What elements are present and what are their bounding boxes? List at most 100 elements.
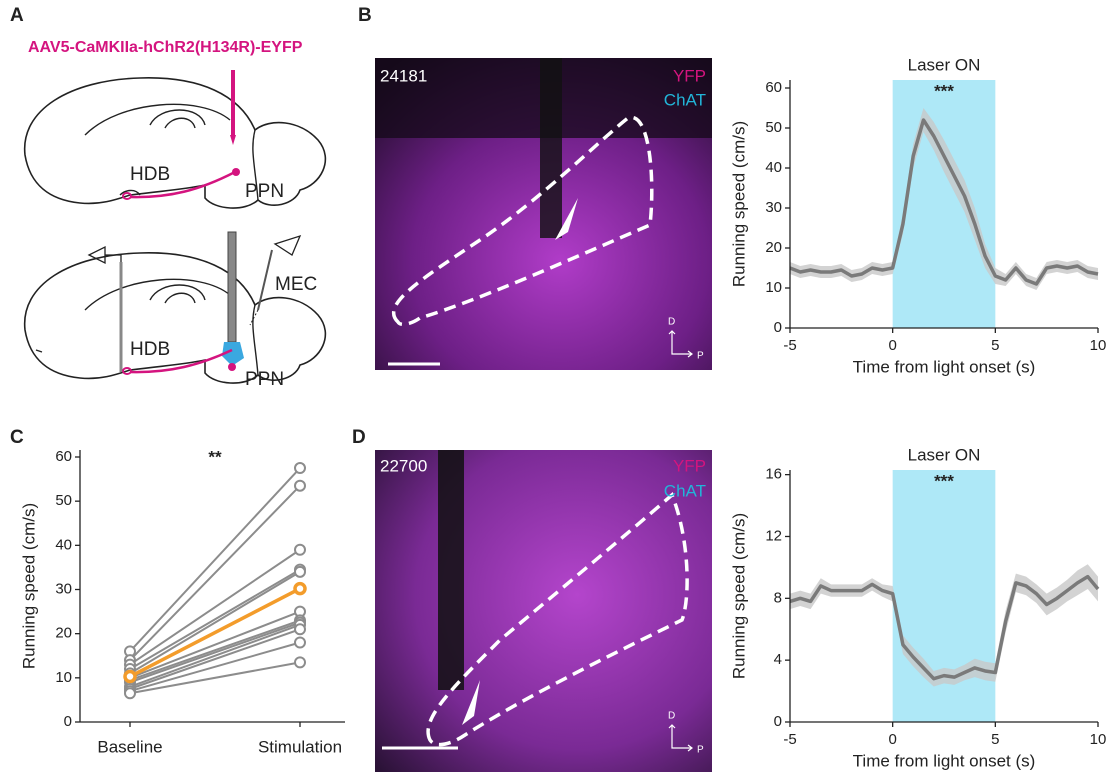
panel-label: C <box>10 427 24 448</box>
data-point <box>294 636 306 649</box>
hdb-site <box>122 192 132 200</box>
panel-label: B <box>358 5 372 26</box>
animal-id: 22700 <box>380 456 427 475</box>
data-point <box>294 565 306 578</box>
channel-label: YFP <box>673 456 706 475</box>
data-point <box>294 656 306 669</box>
annotation: *** <box>934 471 954 490</box>
region-label: PPN <box>245 181 284 202</box>
y-axis-label: Running speed (cm/s) <box>19 503 38 669</box>
region-label: HDB <box>130 164 170 185</box>
y-tick-label: 20 <box>55 625 72 642</box>
y-tick-label: 40 <box>55 536 72 553</box>
region-outline <box>391 115 654 327</box>
y-axis-label: Running speed (cm/s) <box>729 121 748 287</box>
electrode-connector <box>273 234 302 256</box>
region-label: MEC <box>275 274 317 295</box>
fiber-track <box>438 450 464 690</box>
mean-line <box>789 118 1099 286</box>
injection-site <box>232 168 240 176</box>
y-tick-label: 0 <box>774 319 782 336</box>
paired-line <box>129 548 301 666</box>
panel-label: A <box>10 5 24 26</box>
brain-folds <box>35 278 259 376</box>
x-tick-label: -5 <box>783 337 796 354</box>
ppn-site <box>228 363 236 371</box>
y-tick-label: 16 <box>765 466 782 483</box>
x-tick-label: -5 <box>783 731 796 748</box>
y-tick-label: 4 <box>774 651 782 668</box>
animal-id: 24181 <box>380 66 427 85</box>
orientation-label: D <box>668 711 675 722</box>
paired-line <box>129 610 301 679</box>
brain-folds <box>84 103 259 201</box>
x-tick-label: 0 <box>888 337 896 354</box>
brain-outline <box>23 77 327 209</box>
light-cone <box>222 342 244 366</box>
region-label: PPN <box>245 369 284 390</box>
x-tick-label: Baseline <box>97 737 162 756</box>
data-point <box>294 543 306 556</box>
paired-line <box>129 623 301 688</box>
tissue-image <box>375 450 712 772</box>
chart-title: Laser ON <box>908 445 981 464</box>
annotation: ** <box>208 447 222 466</box>
optic-fiber <box>231 70 235 135</box>
channel-label: ChAT <box>664 481 706 500</box>
y-tick-label: 50 <box>765 119 782 136</box>
paired-line <box>129 568 301 670</box>
y-tick-label: 60 <box>55 448 72 465</box>
micrograph: 24181 YFP ChAT D P <box>375 58 712 370</box>
paired-line <box>129 641 301 693</box>
y-tick-label: 10 <box>55 669 72 686</box>
x-tick-label: 10 <box>1090 731 1107 748</box>
annotation: *** <box>934 81 954 100</box>
x-tick-label: 10 <box>1090 337 1107 354</box>
paired-line <box>129 587 301 679</box>
arrowhead <box>555 198 578 240</box>
y-tick-label: 0 <box>774 713 782 730</box>
highlight <box>892 80 996 328</box>
y-tick-label: 30 <box>765 199 782 216</box>
data-point <box>294 479 306 492</box>
mec-tip <box>249 309 259 326</box>
paired-line <box>129 661 301 695</box>
probe <box>227 231 237 343</box>
channel-label: ChAT <box>664 90 706 109</box>
data-point <box>294 462 306 475</box>
hdb-site <box>122 367 132 375</box>
y-tick-label: 50 <box>55 492 72 509</box>
panel-label: D <box>352 427 366 448</box>
data-point <box>294 623 306 636</box>
x-tick-label: 5 <box>991 337 999 354</box>
y-tick-label: 20 <box>765 239 782 256</box>
y-tick-label: 30 <box>55 580 72 597</box>
x-tick-label: 5 <box>991 731 999 748</box>
y-tick-label: 8 <box>774 589 782 606</box>
electrode-connector <box>87 245 122 265</box>
mec-electrode <box>257 249 273 311</box>
mean-line <box>789 574 1100 681</box>
highlight <box>892 470 996 722</box>
virus-label: AAV5-CaMKIIa-hChR2(H134R)-EYFP <box>28 39 303 56</box>
brain-outline <box>23 252 327 384</box>
data-point <box>124 687 136 700</box>
paired-line <box>129 467 301 653</box>
region-outline <box>426 492 689 747</box>
y-axis-label: Running speed (cm/s) <box>729 513 748 679</box>
y-tick-label: 40 <box>765 159 782 176</box>
arrowhead <box>462 680 480 725</box>
orientation-arrows <box>668 724 693 752</box>
paired-line <box>129 628 301 690</box>
orientation-label: D <box>668 317 675 328</box>
paired-line <box>129 485 301 661</box>
y-tick-label: 0 <box>64 713 72 730</box>
region-label: HDB <box>130 339 170 360</box>
y-tick-label: 60 <box>765 79 782 96</box>
projection <box>129 348 233 374</box>
x-tick-label: Stimulation <box>258 737 342 756</box>
channel-label: YFP <box>673 66 706 85</box>
y-tick-label: 12 <box>765 527 782 544</box>
data-point <box>123 669 137 684</box>
